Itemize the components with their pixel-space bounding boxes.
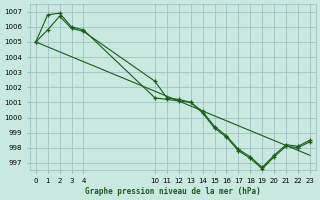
X-axis label: Graphe pression niveau de la mer (hPa): Graphe pression niveau de la mer (hPa)	[85, 187, 261, 196]
